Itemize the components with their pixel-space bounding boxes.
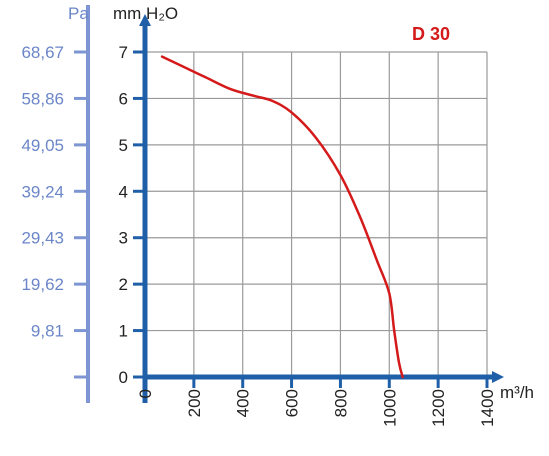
- y-tick-label: 6: [119, 89, 128, 108]
- y-tick-label: 0: [119, 368, 128, 387]
- pa-axis-label: Pa: [68, 4, 89, 23]
- x-tick-label: 0: [136, 389, 155, 398]
- y-tick-label: 3: [119, 229, 128, 248]
- x-axis-label: m³/h: [500, 383, 534, 402]
- pa-axis: 9,81 19,62 29,43 39,24 49,05 58,86 68,67: [21, 5, 90, 403]
- x-tick-label: 800: [331, 389, 350, 417]
- mm-axis: 0 1 2 3 4 5 6 7: [119, 14, 151, 403]
- y-tick-label: 5: [119, 136, 128, 155]
- pa-tick-label: 68,67: [21, 43, 64, 62]
- chart-title: D 30: [412, 24, 450, 44]
- series-layer: [160, 55, 404, 379]
- pa-tick-label: 29,43: [21, 229, 64, 248]
- y-axis-arrow: [139, 14, 151, 26]
- y-tick-label: 1: [119, 322, 128, 341]
- x-tick-label: 1400: [478, 389, 497, 427]
- pa-tick-label: 49,05: [21, 136, 64, 155]
- x-tick-label: 400: [234, 389, 253, 417]
- x-axis: 0 200 400 600 800 1000 1200 1400: [136, 371, 504, 427]
- y-axis-label: mm H₂O: [113, 4, 178, 23]
- series-line: [160, 55, 404, 379]
- pa-tick-label: 58,86: [21, 89, 64, 108]
- y-tick-label: 2: [119, 275, 128, 294]
- x-tick-label: 1000: [380, 389, 399, 427]
- pa-tick-label: 19,62: [21, 275, 64, 294]
- x-axis-arrow: [492, 371, 504, 383]
- pa-tick-label: 39,24: [21, 182, 64, 201]
- y-tick-label: 4: [119, 182, 128, 201]
- grid-lines: [145, 51, 488, 377]
- x-tick-label: 600: [283, 389, 302, 417]
- x-tick-label: 200: [185, 389, 204, 417]
- x-tick-label: 1200: [429, 389, 448, 427]
- pa-tick-label: 9,81: [31, 322, 64, 341]
- y-tick-label: 7: [119, 43, 128, 62]
